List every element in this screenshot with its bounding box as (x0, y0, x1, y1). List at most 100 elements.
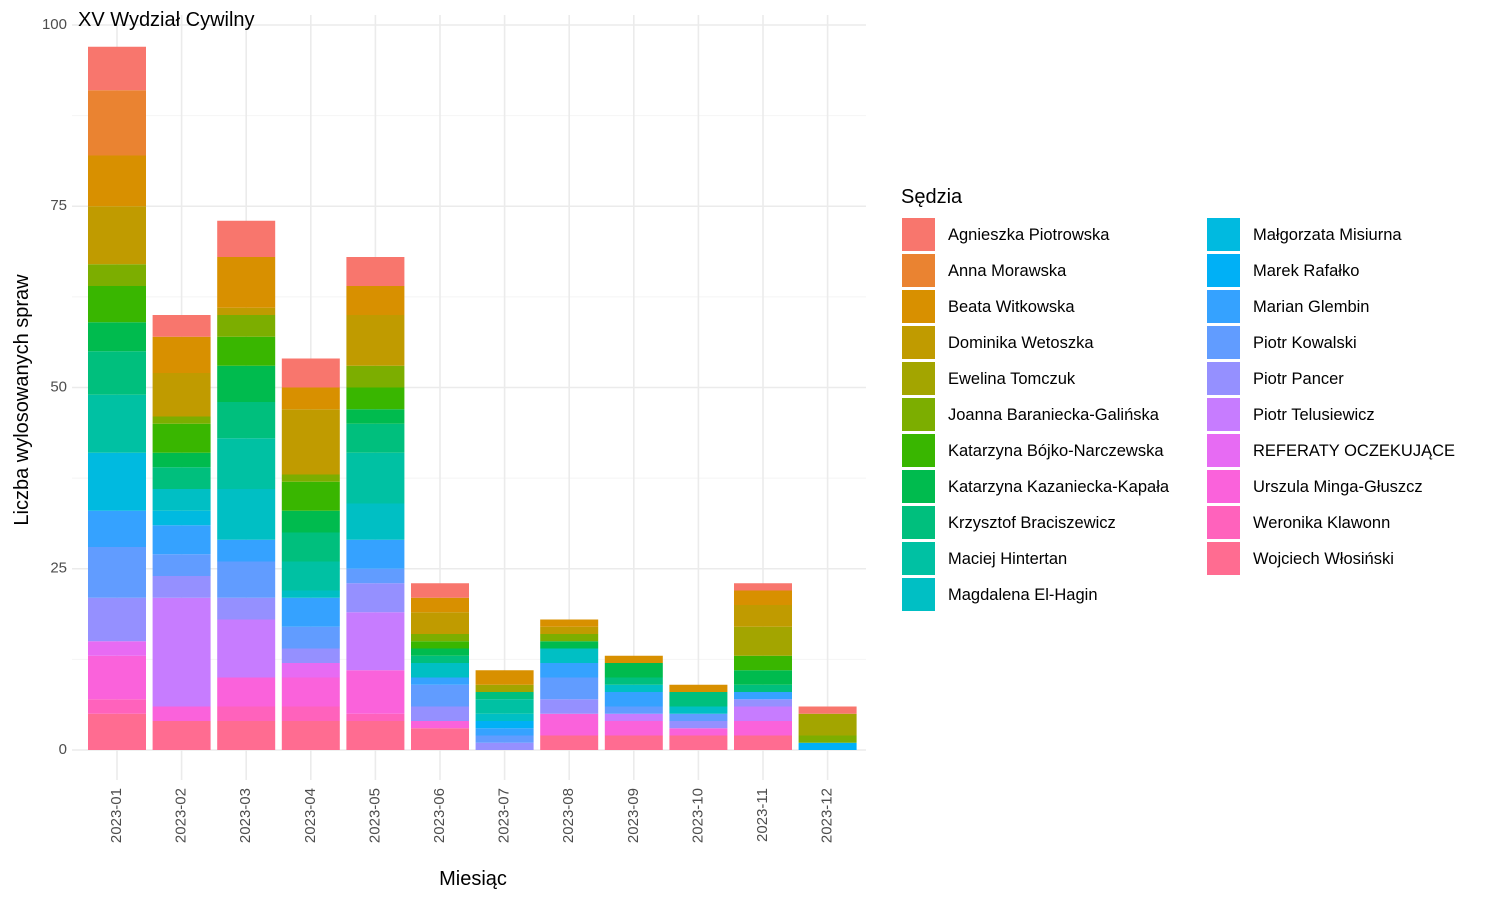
bar-segment (540, 626, 599, 634)
bar-segment (734, 699, 792, 707)
bar-segment (734, 655, 792, 671)
bar-segment (346, 409, 405, 424)
bar-segment (734, 706, 792, 721)
bar-segment (604, 713, 663, 721)
legend-key (1207, 506, 1240, 539)
bar-segment (152, 467, 211, 489)
legend-label: REFERATY OCZEKUJĄCE (1253, 442, 1455, 460)
x-tick-label: 2023-12 (819, 788, 836, 843)
bar-segment (88, 597, 146, 642)
bar-segment (346, 612, 405, 671)
bar-segment (411, 663, 469, 678)
bar-segment (540, 699, 599, 714)
bar-segment (88, 655, 146, 700)
bar-segment (604, 684, 663, 692)
bar-segment (217, 402, 276, 439)
bar-segment (346, 452, 405, 504)
bar-segment (604, 735, 663, 750)
bar-segment (88, 713, 146, 750)
bar-segment (475, 692, 534, 700)
bar-segment (411, 634, 469, 642)
bar-segment (475, 728, 534, 736)
x-tick-label: 2023-08 (560, 788, 577, 843)
legend-label: Piotr Kowalski (1253, 334, 1357, 352)
bar-segment (217, 539, 276, 562)
bar-segment (217, 315, 276, 337)
bar-segment (411, 706, 469, 721)
bar-segment (798, 735, 857, 743)
bar-segment (540, 713, 599, 736)
bar-segment (734, 605, 792, 627)
bar-segment (475, 742, 534, 750)
x-tick-label: 2023-10 (689, 788, 706, 843)
bar-segment (346, 568, 405, 584)
bar-segment (475, 684, 534, 692)
legend-label: Maciej Hintertan (948, 550, 1067, 568)
bar-segment (152, 423, 211, 453)
x-tick-label: 2023-04 (302, 788, 319, 843)
bar-segment (281, 590, 340, 598)
bar-segment (88, 351, 146, 395)
legend-key (1207, 542, 1240, 575)
bar-segment (346, 257, 405, 286)
bar-segment (346, 539, 405, 569)
bar-segment (281, 648, 340, 663)
bar-segment (152, 489, 211, 511)
legend-key (1207, 326, 1240, 359)
legend-key (902, 362, 935, 395)
bar-segment (540, 735, 599, 750)
bar-segment (734, 721, 792, 736)
bar-segment (411, 648, 469, 656)
y-tick-label: 0 (59, 741, 67, 758)
bar-segment (281, 721, 340, 750)
bar-segment (281, 597, 340, 627)
bar-segment (346, 387, 405, 410)
legend-label: Małgorzata Misiurna (1253, 226, 1402, 244)
legend-key (1207, 218, 1240, 251)
bar-segment (88, 286, 146, 323)
bar-segment (411, 677, 469, 685)
legend-key (902, 506, 935, 539)
legend-title: Sędzia (901, 186, 963, 208)
bar-segment (475, 713, 534, 721)
bar-segment (798, 713, 857, 736)
bar-segment (88, 90, 146, 156)
bar-segment (88, 394, 146, 453)
bar-segment (88, 547, 146, 598)
bar-segment (217, 561, 276, 598)
bar-segment (152, 597, 211, 707)
legend-label: Agnieszka Piotrowska (948, 226, 1110, 244)
bar-segment (475, 699, 534, 714)
bar-segment (669, 735, 728, 750)
bar-segment (281, 409, 340, 475)
y-tick-label: 100 (42, 16, 67, 33)
bar-segment (540, 648, 599, 663)
bar-segment (152, 510, 211, 526)
bar-segment (346, 286, 405, 315)
bar-segment (281, 561, 340, 591)
legend-label: Ewelina Tomczuk (948, 370, 1076, 388)
legend-label: Joanna Baraniecka-Galińska (948, 406, 1160, 424)
bar-segment (734, 583, 792, 591)
legend-key (902, 434, 935, 467)
bar-segment (604, 706, 663, 714)
bar-segment (281, 677, 340, 707)
bar-segment (152, 721, 211, 750)
legend-label: Wojciech Włosiński (1253, 550, 1394, 568)
bar-segment (411, 583, 469, 598)
x-tick-label: 2023-07 (496, 788, 513, 843)
legend-label: Marek Rafałko (1253, 262, 1359, 280)
bar-segment (152, 315, 211, 337)
bar-segment (734, 735, 792, 750)
legend-key (902, 290, 935, 323)
bar-segment (217, 438, 276, 489)
legend-label: Urszula Minga-Głuszcz (1253, 478, 1423, 496)
bar-segment (669, 721, 728, 729)
bar-segment (475, 735, 534, 743)
bar-segment (88, 264, 146, 286)
bar-segment (540, 641, 599, 649)
legend-key (902, 398, 935, 431)
bar-segment (217, 336, 276, 366)
bar-segment (669, 706, 728, 714)
bar-segment (540, 619, 599, 627)
